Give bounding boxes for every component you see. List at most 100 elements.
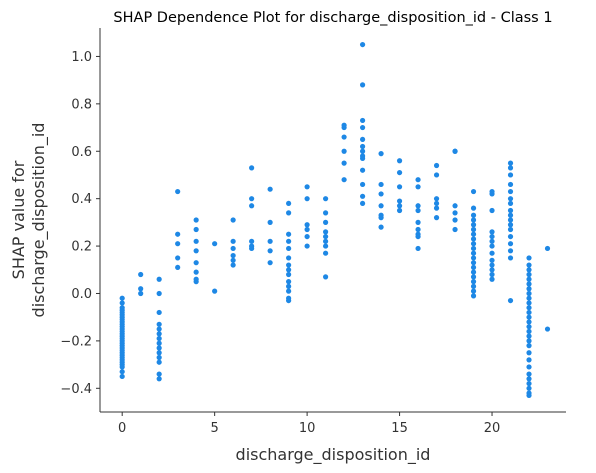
- scatter-point: [230, 217, 236, 223]
- scatter-point: [175, 231, 181, 237]
- scatter-point: [323, 243, 329, 249]
- scatter-point: [526, 262, 532, 268]
- scatter-point: [470, 245, 477, 252]
- x-ticks: 0 5 10 15 20: [118, 412, 500, 436]
- scatter-point: [378, 151, 384, 157]
- scatter-point: [378, 224, 384, 230]
- scatter-point: [489, 271, 495, 278]
- scatter-point: [267, 186, 273, 192]
- scatter-point: [249, 238, 255, 244]
- scatter-point: [230, 245, 236, 252]
- scatter-point: [323, 238, 329, 244]
- scatter-point: [323, 196, 329, 202]
- scatter-point: [156, 371, 162, 377]
- scatter-point: [286, 255, 292, 261]
- scatter-point: [286, 238, 292, 244]
- x-axis-label: discharge_disposition_id: [236, 445, 431, 465]
- scatter-point: [267, 238, 273, 244]
- scatter-point: [193, 226, 199, 233]
- scatter-point: [286, 245, 292, 252]
- scatter-point: [359, 193, 366, 199]
- y-tick-label: 1.0: [71, 50, 92, 65]
- scatter-point: [138, 290, 144, 297]
- scatter-point: [378, 191, 384, 197]
- scatter-point: [470, 274, 477, 280]
- scatter-point: [470, 255, 477, 261]
- scatter-point: [452, 203, 458, 209]
- scatter-point: [470, 241, 477, 247]
- scatter-point: [156, 345, 162, 351]
- scatter-point: [304, 222, 310, 228]
- scatter-point: [507, 165, 514, 171]
- scatter-point: [396, 207, 403, 214]
- scatter-point: [156, 290, 162, 297]
- scatter-point: [341, 148, 347, 154]
- scatter-point: [359, 181, 366, 188]
- scatter-point: [526, 309, 532, 316]
- scatter-point: [507, 222, 514, 228]
- scatter-point: [341, 134, 347, 140]
- scatter-point: [489, 262, 495, 268]
- scatter-point: [452, 148, 458, 154]
- scatter-point: [119, 364, 125, 370]
- scatter-point: [489, 276, 495, 282]
- scatter-point: [452, 210, 458, 216]
- scatter-point: [119, 295, 125, 301]
- chart-title: SHAP Dependence Plot for discharge_dispo…: [113, 10, 552, 26]
- scatter-point: [507, 200, 514, 207]
- scatter-point: [507, 207, 514, 214]
- scatter-point: [267, 260, 273, 266]
- scatter-point: [433, 215, 440, 221]
- scatter-point: [526, 324, 532, 330]
- scatter-point: [359, 155, 366, 161]
- scatter-point: [138, 271, 144, 278]
- scatter-point: [415, 226, 421, 233]
- scatter-point: [230, 238, 236, 244]
- scatter-point: [359, 136, 366, 143]
- scatter-point: [526, 357, 532, 363]
- scatter-point: [470, 217, 477, 223]
- scatter-point: [433, 172, 440, 178]
- scatter-point: [230, 252, 236, 259]
- x-tick-label: 15: [391, 421, 408, 436]
- scatter-point: [193, 217, 199, 223]
- scatter-point: [286, 279, 292, 285]
- scatter-point: [526, 328, 532, 335]
- scatter-point: [193, 238, 199, 244]
- scatter-point: [156, 331, 162, 337]
- scatter-point: [175, 241, 181, 247]
- scatter-point: [470, 279, 477, 285]
- scatter-point: [526, 338, 532, 344]
- scatter-point: [175, 188, 181, 195]
- scatter-point: [507, 233, 514, 240]
- scatter-point: [526, 300, 532, 306]
- scatter-point: [323, 233, 329, 240]
- scatter-point: [396, 158, 403, 164]
- scatter-point: [323, 274, 329, 280]
- scatter-point: [415, 245, 421, 252]
- scatter-point: [470, 260, 477, 266]
- scatter-point: [156, 350, 162, 356]
- scatter-point: [212, 288, 218, 294]
- scatter-point: [526, 343, 532, 349]
- scatter-point: [526, 333, 532, 339]
- scatter-point: [452, 217, 458, 223]
- scatter-point: [415, 207, 421, 214]
- scatter-point: [507, 297, 514, 304]
- scatter-point: [507, 160, 514, 166]
- scatter-point: [507, 217, 514, 223]
- scatter-point: [230, 262, 236, 268]
- scatter-point: [526, 281, 532, 287]
- x-tick-label: 10: [299, 421, 316, 436]
- y-tick-label: 0.8: [71, 97, 92, 112]
- scatter-point: [156, 376, 162, 382]
- scatter-point: [415, 203, 421, 209]
- scatter-point: [286, 210, 292, 216]
- scatter-point: [526, 295, 532, 301]
- scatter-point: [526, 319, 532, 325]
- scatter-point: [359, 148, 366, 154]
- scatter-point: [286, 267, 292, 273]
- scatter-point: [212, 241, 218, 247]
- scatter-point: [359, 124, 366, 131]
- scatter-point: [286, 262, 292, 268]
